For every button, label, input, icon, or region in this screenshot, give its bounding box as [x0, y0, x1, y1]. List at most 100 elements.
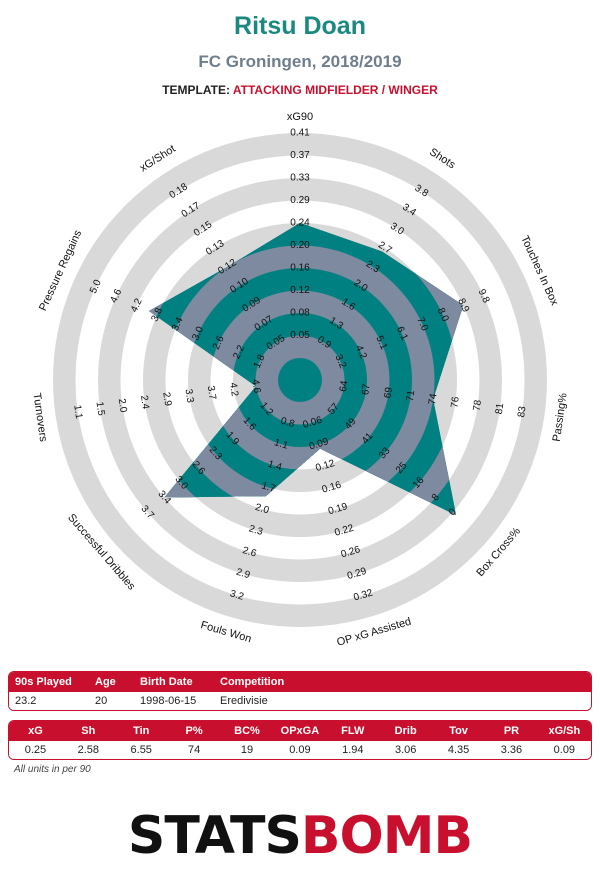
logo-text-stats: STATS — [127, 806, 302, 866]
tick-label: 3.7 — [205, 385, 218, 401]
tick-label: 2.4 — [138, 395, 151, 411]
stats-value-cell: 0.09 — [289, 744, 311, 756]
tick-label: 1.5 — [94, 401, 107, 417]
axis-label: Shots — [427, 146, 458, 172]
statsbomb-logo: STATSBOMB — [0, 806, 600, 866]
tick-label: 1.8 — [252, 353, 268, 371]
tick-label: 2.2 — [231, 343, 247, 361]
tick-label: 4.2 — [129, 296, 145, 314]
tick-label: 0.09 — [308, 436, 330, 452]
stats-header-cell: Sh — [81, 725, 96, 737]
club-season: FC Groningen, 2018/2019 — [198, 52, 402, 71]
stats-value-cell: 0.09 — [553, 744, 576, 756]
tick-label: 0.06 — [302, 415, 324, 431]
tick-label: 8.0 — [435, 306, 451, 324]
tick-label: 64 — [338, 380, 351, 393]
stats-value-cell: 74 — [187, 744, 201, 756]
stats-value-cell: 2.58 — [77, 744, 100, 756]
tick-label: 0.20 — [290, 240, 310, 251]
tick-label: 8.9 — [455, 297, 471, 315]
profile-value-cell: 20 — [95, 695, 108, 707]
tick-label: 2.0 — [116, 398, 129, 414]
stats-header-cell: PR — [503, 725, 520, 737]
tick-label: 0.19 — [327, 501, 349, 517]
tick-label: 5.1 — [373, 334, 389, 352]
tick-label: 7.0 — [414, 316, 430, 334]
tick-label: 0.37 — [290, 150, 310, 161]
stats-header-cell: P% — [185, 725, 203, 737]
tick-label: 83 — [516, 405, 529, 418]
stats-value-cell: 6.55 — [130, 744, 152, 756]
stats-header-cell: FLW — [341, 725, 365, 737]
axis-label: Passing% — [551, 392, 570, 442]
tick-label: 8 — [430, 492, 442, 504]
profile-header-cell: Competition — [220, 676, 285, 688]
axis-label: xG90 — [287, 111, 313, 123]
tick-label: 2.6 — [211, 334, 227, 352]
tick-label: 81 — [494, 402, 507, 415]
stats-header-cell: Tin — [133, 725, 150, 737]
stats-value-cell: 0.25 — [24, 744, 47, 756]
tick-label: 3.2 — [229, 588, 246, 603]
tick-label: 4.2 — [353, 344, 369, 362]
stats-value-cell: 1.94 — [342, 744, 364, 756]
stats-table: xG Sh Tin P% BC% OPxGA FLW Drib Tov PR x… — [8, 720, 592, 760]
units-note: All units in per 90 — [14, 764, 91, 775]
tick-label: 0.29 — [290, 195, 310, 206]
tick-label: 3.0 — [190, 325, 206, 343]
tick-label: 2.0 — [254, 502, 271, 517]
stats-header-cell: xG/Sh — [548, 725, 581, 737]
template-label: TEMPLATE: — [162, 83, 230, 97]
tick-label: 0.8 — [279, 416, 296, 431]
tick-label: 69 — [383, 386, 396, 399]
profile-value-cell: 23.2 — [15, 695, 37, 707]
stats-value-cell: 4.35 — [447, 744, 470, 756]
tick-label: 3.2 — [332, 353, 348, 371]
template-role: ATTACKING MIDFIELDER / WINGER — [232, 83, 438, 97]
tick-label: 3.3 — [183, 388, 196, 404]
stats-header-row: xG Sh Tin P% BC% OPxGA FLW Drib Tov PR x… — [9, 721, 591, 741]
tick-label: 67 — [360, 383, 373, 396]
tick-label: 0.12 — [290, 285, 310, 296]
profile-header-cell: 90s Played — [15, 676, 72, 688]
tick-label: 5.0 — [88, 278, 104, 296]
stats-value-cell: 3.36 — [500, 744, 523, 756]
tick-label: 2.6 — [241, 545, 258, 560]
tick-label: 0.32 — [352, 587, 374, 603]
stats-header-cell: Tov — [449, 725, 468, 737]
tick-label: 0.08 — [290, 308, 310, 319]
stats-value-cell: 3.06 — [394, 744, 417, 756]
stats-value-cell: 19 — [240, 744, 254, 756]
profile-header-row: 90s Played Age Birth Date Competition — [9, 672, 591, 692]
radar-band — [278, 358, 322, 402]
tick-label: 0.29 — [346, 566, 368, 582]
radar-chart: 0.05 0.08 0.12 0.16 0.20 0.24 0.29 0.33 0.37 0.41… — [30, 111, 570, 649]
tick-label: 6.1 — [394, 325, 410, 343]
profile-value-cell: Eredivisie — [220, 695, 268, 707]
tick-label: 4.6 — [249, 379, 262, 395]
tick-label: 76 — [449, 396, 462, 409]
tick-label: 0.05 — [290, 330, 310, 341]
profile-table: 90s Played Age Birth Date Competition 23… — [8, 671, 592, 711]
tick-label: 0 — [447, 506, 459, 518]
tick-label: 1.7 — [260, 480, 277, 495]
tick-label: 4.2 — [227, 382, 240, 398]
stats-header-cell: Drib — [394, 725, 417, 737]
tick-label: 2.3 — [248, 523, 265, 538]
tick-label: 2.9 — [235, 567, 252, 582]
axis-label: Fouls Won — [199, 619, 253, 645]
template-line: TEMPLATE: ATTACKING MIDFIELDER / WINGER — [0, 83, 600, 97]
tick-label: 1.4 — [267, 459, 284, 474]
stats-header-cell: OPxGA — [280, 725, 320, 737]
tick-label: 3.4 — [170, 315, 186, 333]
profile-value-row: 23.2 20 1998-06-15 Eredivisie — [9, 692, 591, 710]
tick-label: 0.16 — [290, 263, 310, 274]
tick-label: 0.16 — [321, 479, 343, 495]
tick-label: 4.6 — [109, 287, 125, 305]
tick-label: 0.12 — [314, 458, 336, 474]
profile-value-cell: 1998-06-15 — [140, 695, 197, 707]
tick-label: 78 — [472, 399, 485, 412]
tick-label: 0.33 — [290, 173, 310, 184]
logo-text-bomb: BOMB — [300, 806, 473, 866]
tick-label: 1.1 — [71, 404, 84, 420]
